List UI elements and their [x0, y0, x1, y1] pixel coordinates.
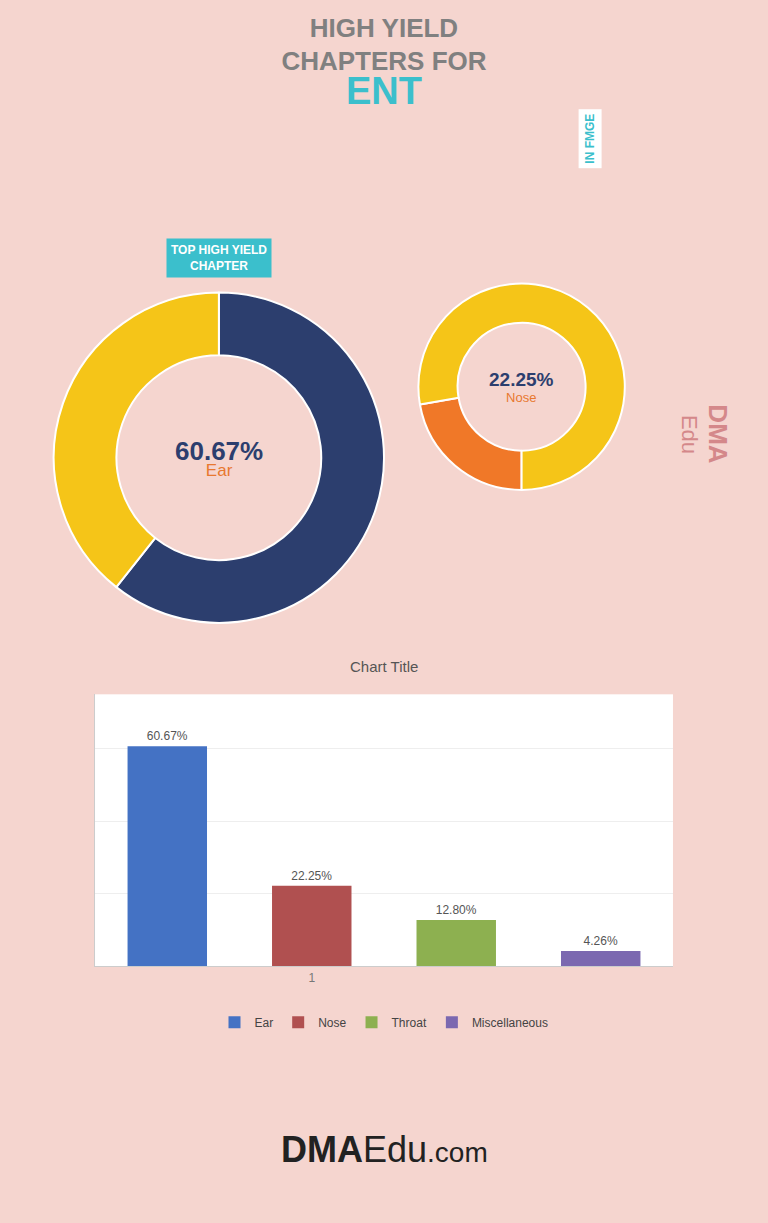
svg-text:TOP HIGH YIELDCHAPTER: TOP HIGH YIELDCHAPTER [171, 243, 267, 273]
svg-text:IN FMGE: IN FMGE [583, 114, 597, 164]
svg-text:22.25%Nose: 22.25%Nose [489, 369, 554, 405]
svg-text:Edu: Edu [677, 415, 702, 454]
svg-text:60.67%: 60.67% [147, 729, 188, 743]
svg-text:12.80%: 12.80% [436, 903, 477, 917]
svg-text:Nose: Nose [318, 1016, 346, 1030]
svg-text:Miscellaneous: Miscellaneous [472, 1016, 548, 1030]
svg-text:HIGH YIELDCHAPTERS FORENT: HIGH YIELDCHAPTERS FORENT [281, 13, 486, 113]
svg-text:DMA: DMA [703, 404, 733, 463]
svg-text:60.67%Ear: 60.67%Ear [175, 436, 263, 480]
svg-text:22.25%: 22.25% [291, 869, 332, 883]
svg-text:DMAEdu.com: DMAEdu.com [281, 1129, 488, 1170]
svg-text:1: 1 [308, 971, 315, 985]
svg-text:Throat: Throat [392, 1016, 427, 1030]
svg-text:Ear: Ear [255, 1016, 274, 1030]
svg-text:Chart Title: Chart Title [350, 658, 418, 675]
svg-text:4.26%: 4.26% [584, 934, 618, 948]
